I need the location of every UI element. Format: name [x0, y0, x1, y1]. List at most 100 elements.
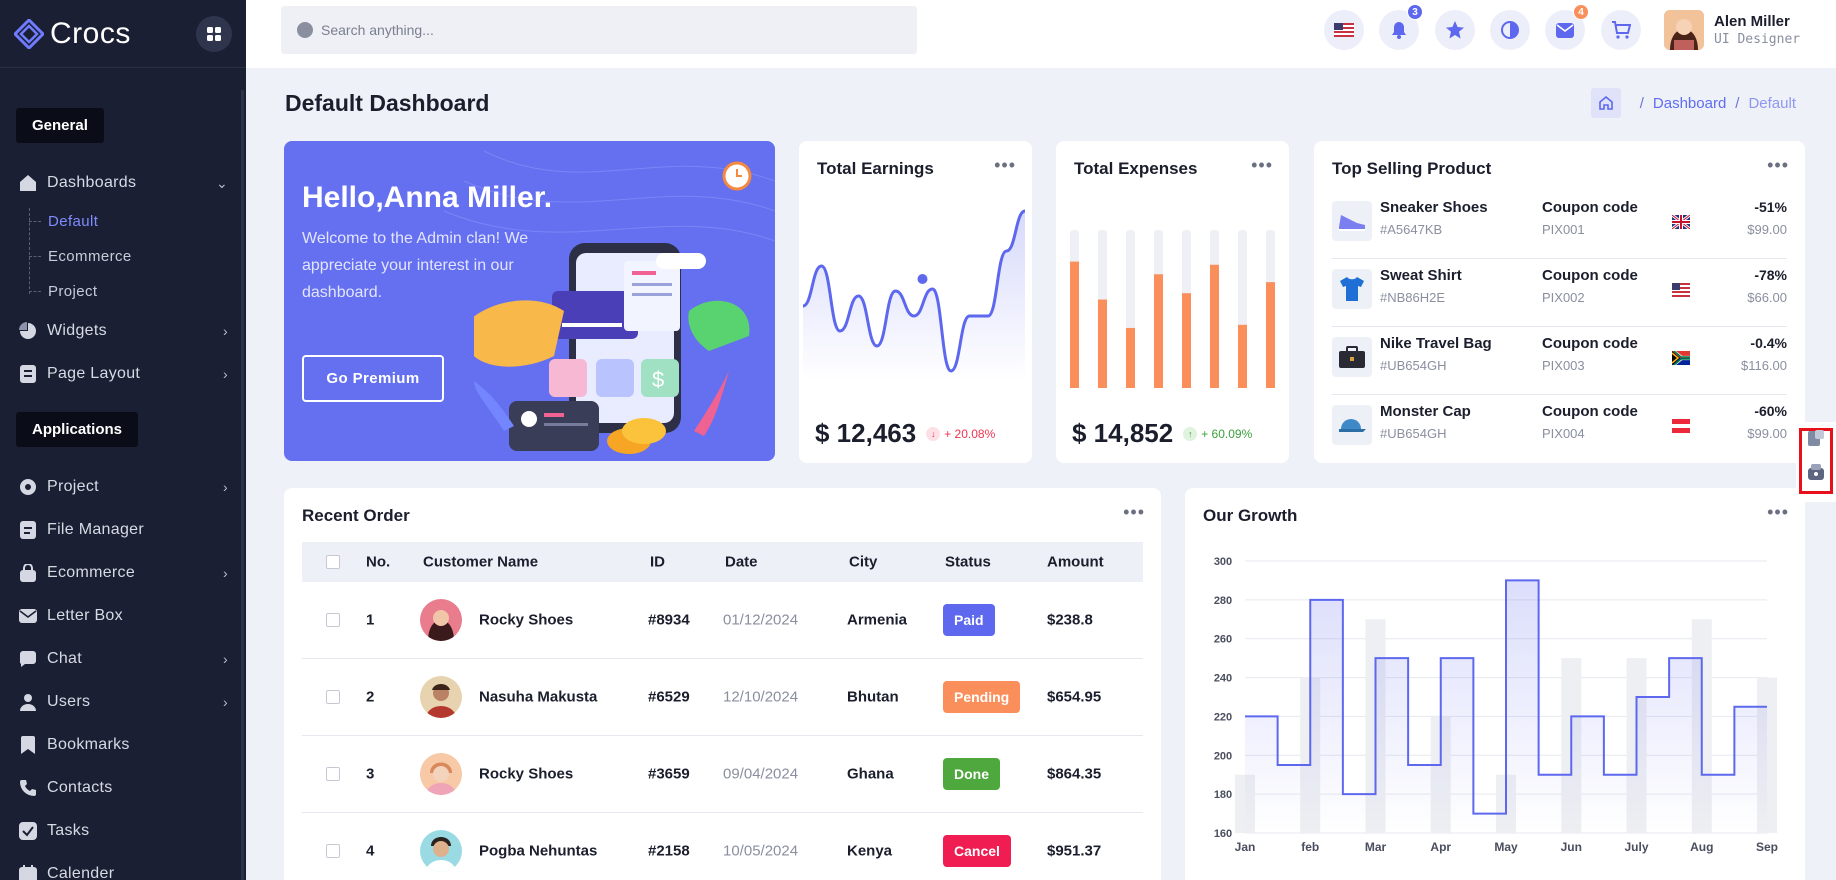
bag-icon — [18, 563, 38, 583]
more-options-icon[interactable]: ••• — [994, 155, 1016, 175]
user-icon — [18, 692, 38, 712]
more-options-icon[interactable]: ••• — [1251, 155, 1273, 175]
settings-panel-icon[interactable] — [1806, 428, 1826, 448]
phone-illustration: $ — [474, 243, 750, 454]
coupon-label: Coupon code — [1542, 335, 1638, 352]
shirt-icon — [1332, 269, 1372, 309]
coupon-label: Coupon code — [1542, 403, 1638, 420]
sidebar-item-widgets[interactable]: Widgets › — [18, 316, 228, 346]
search-bar[interactable] — [281, 6, 917, 54]
language-button[interactable] — [1324, 10, 1364, 50]
list-item[interactable]: Monster Cap #UB654GH Coupon code PIX004 … — [1332, 395, 1787, 463]
more-options-icon[interactable]: ••• — [1767, 502, 1789, 522]
user-profile[interactable]: Alen Miller UI Designer — [1664, 10, 1800, 50]
logo-row: Crocs — [0, 0, 246, 68]
row-checkbox[interactable] — [326, 767, 340, 781]
more-options-icon[interactable]: ••• — [1767, 155, 1789, 175]
arrow-down-icon: ↓ — [926, 426, 941, 441]
x-tick-label: Apr — [1430, 840, 1451, 854]
product-discount: -78% — [1754, 267, 1787, 283]
expenses-value-row: $ 14,852 ↑ + 60.09% — [1072, 418, 1252, 449]
row-checkbox[interactable] — [326, 844, 340, 858]
chevron-right-icon: › — [223, 479, 228, 495]
messages-button[interactable]: 4 — [1545, 4, 1589, 50]
cart-panel-icon[interactable] — [1806, 462, 1826, 482]
y-tick-label: 260 — [1214, 634, 1232, 646]
go-premium-button[interactable]: Go Premium — [302, 355, 444, 402]
favorites-button[interactable] — [1435, 10, 1475, 50]
column-header[interactable]: ID — [650, 553, 665, 571]
coupon-value: PIX004 — [1542, 426, 1585, 441]
column-header[interactable]: Amount — [1047, 553, 1104, 571]
layout-icon — [18, 364, 38, 384]
order-city: Kenya — [847, 842, 893, 860]
sidebar-item-page-layout[interactable]: Page Layout › — [18, 359, 228, 389]
sidebar-item-dashboards[interactable]: Dashboards ⌄ — [18, 168, 228, 198]
breadcrumb-dashboard-link[interactable]: Dashboard — [1652, 94, 1727, 112]
sidebar-subitem-default[interactable]: Default — [48, 213, 99, 230]
clock-icon — [722, 161, 752, 191]
chevron-right-icon: › — [223, 651, 228, 667]
order-city: Armenia — [847, 611, 908, 629]
sidebar-item-project[interactable]: Project › — [18, 472, 228, 502]
row-checkbox[interactable] — [326, 613, 340, 627]
sidebar-item-tasks[interactable]: Tasks — [18, 816, 228, 846]
check-icon — [18, 821, 38, 841]
table-row[interactable]: 3 Rocky Shoes #3659 09/04/2024 Ghana Don… — [302, 736, 1143, 813]
home-breadcrumb-button[interactable] — [1590, 88, 1621, 118]
column-header[interactable]: Date — [725, 553, 758, 571]
sidebar-item-users[interactable]: Users › — [18, 687, 228, 717]
welcome-greeting: Hello,Anna Miller. — [302, 181, 553, 214]
table-row[interactable]: 1 Rocky Shoes #8934 01/12/2024 Armenia P… — [302, 582, 1143, 659]
sidebar-item-ecommerce[interactable]: Ecommerce › — [18, 558, 228, 588]
apps-grid-button[interactable] — [196, 15, 232, 52]
logo-icon — [14, 18, 44, 49]
earnings-change: ↓ + 20.08% — [926, 426, 995, 441]
growth-line — [1245, 579, 1767, 815]
cart-icon — [1612, 21, 1631, 39]
column-header[interactable]: City — [849, 553, 878, 571]
expense-bar — [1070, 261, 1079, 388]
arrow-up-icon: ↑ — [1183, 426, 1198, 441]
list-item[interactable]: Sneaker Shoes #A5647KB Coupon code PIX00… — [1332, 191, 1787, 259]
column-header[interactable]: Status — [945, 553, 991, 571]
sidebar-subitem-ecommerce[interactable]: Ecommerce — [48, 248, 132, 265]
file-icon — [18, 520, 38, 540]
product-price: $99.00 — [1747, 426, 1787, 441]
sidebar-scrollbar[interactable] — [241, 90, 244, 880]
earnings-area — [803, 211, 1025, 381]
chevron-right-icon: › — [223, 565, 228, 581]
sidebar-item-chat[interactable]: Chat › — [18, 644, 228, 674]
list-item[interactable]: Sweat Shirt #NB86H2E Coupon code PIX002 … — [1332, 259, 1787, 327]
sidebar-item-contacts[interactable]: Contacts — [18, 773, 228, 803]
table-row[interactable]: 4 Pogba Nehuntas #2158 10/05/2024 Kenya … — [302, 813, 1143, 880]
breadcrumb-separator: / — [1735, 94, 1740, 112]
customizer-side-tab — [1796, 422, 1836, 502]
sidebar-item-file-manager[interactable]: File Manager — [18, 515, 228, 545]
sidebar-item-label: Tasks — [47, 822, 90, 839]
customer-name: Pogba Nehuntas — [479, 842, 598, 860]
sidebar-item-bookmarks[interactable]: Bookmarks — [18, 730, 228, 760]
column-header[interactable]: Customer Name — [423, 553, 539, 571]
cart-button[interactable] — [1601, 10, 1641, 50]
theme-toggle-button[interactable] — [1490, 10, 1530, 50]
row-checkbox[interactable] — [326, 690, 340, 704]
sidebar-subitem-project[interactable]: Project — [48, 283, 98, 300]
more-options-icon[interactable]: ••• — [1123, 502, 1145, 522]
sidebar-item-letter-box[interactable]: Letter Box — [18, 601, 228, 631]
column-header[interactable]: No. — [366, 553, 391, 571]
sidebar-item-calender[interactable]: Calender — [18, 859, 228, 880]
product-code: #NB86H2E — [1380, 290, 1446, 305]
coupon-label: Coupon code — [1542, 267, 1638, 284]
search-input[interactable] — [321, 22, 881, 38]
section-applications: Applications — [0, 412, 139, 447]
user-role: UI Designer — [1714, 32, 1801, 47]
notifications-button[interactable]: 3 — [1379, 4, 1423, 50]
list-item[interactable]: Nike Travel Bag #UB654GH Coupon code PIX… — [1332, 327, 1787, 395]
y-tick-label: 160 — [1214, 828, 1232, 840]
table-row[interactable]: 2 Nasuha Makusta #6529 12/10/2024 Bhutan… — [302, 659, 1143, 736]
select-all-checkbox[interactable] — [326, 555, 340, 569]
expense-bar — [1154, 274, 1163, 388]
order-amount: $951.37 — [1047, 842, 1102, 860]
sidebar-item-label: Ecommerce — [47, 564, 136, 581]
